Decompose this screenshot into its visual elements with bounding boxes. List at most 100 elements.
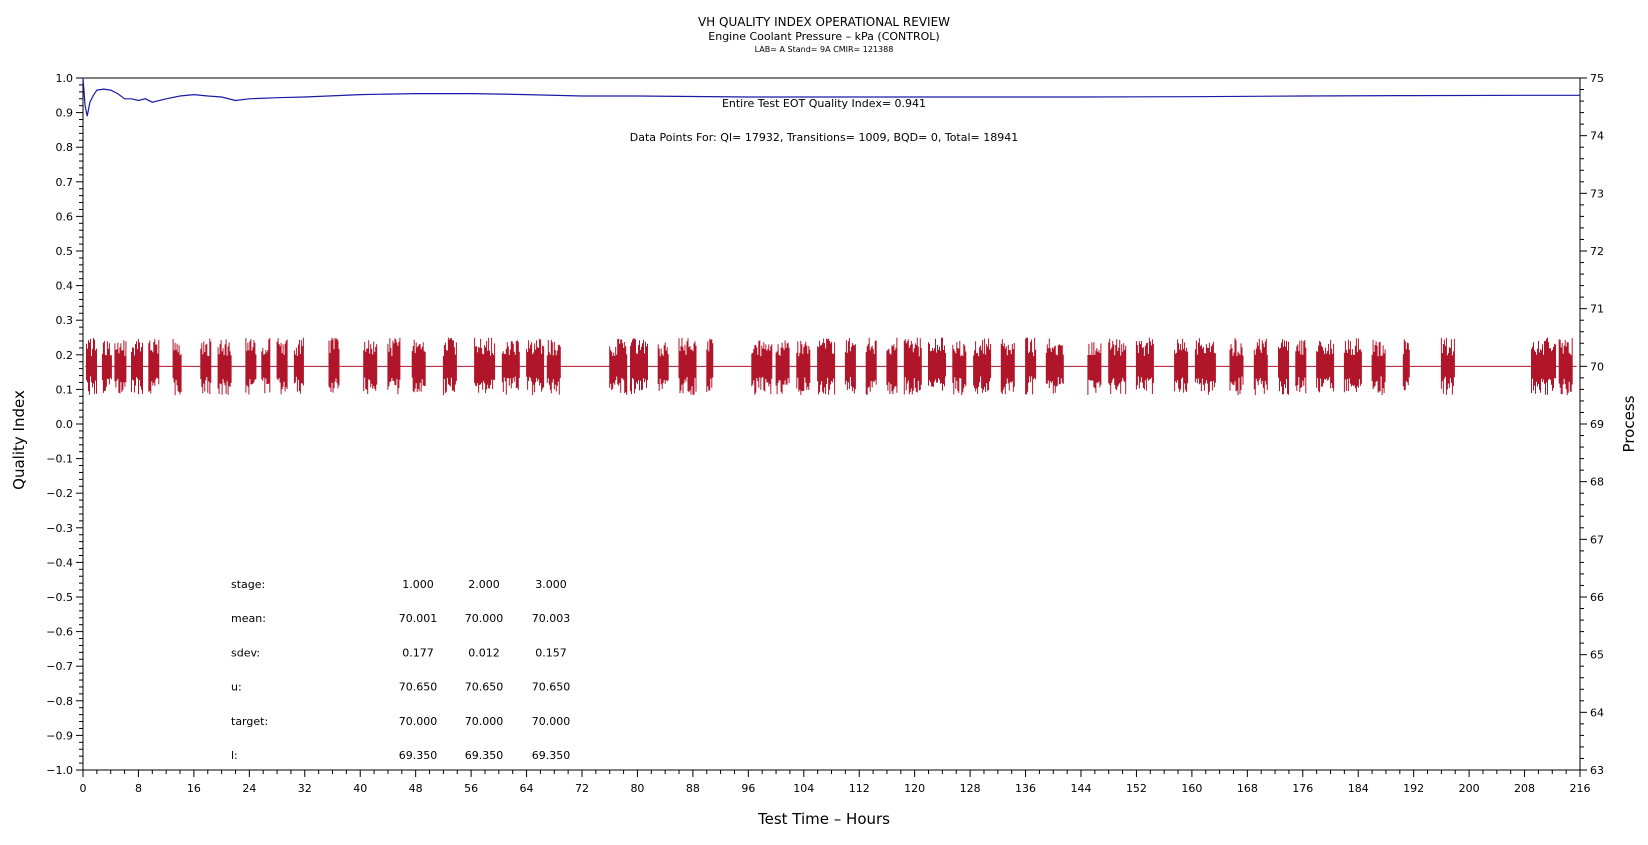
process-burst (865, 337, 877, 395)
process-series (86, 337, 1573, 396)
process-burst (1087, 342, 1102, 395)
stats-table: stage: 1.000 2.000 3.000 mean: 70.001 70.000 70… (231, 578, 570, 762)
qi-annotation: Entire Test EOT Quality Index= 0.941 (722, 97, 926, 110)
y-tick-label: −0.4 (46, 556, 73, 569)
process-burst (172, 339, 182, 396)
process-burst (844, 338, 856, 394)
y2-tick-label: 73 (1590, 187, 1604, 200)
x-tick-label: 160 (1181, 782, 1202, 795)
stats-value: 70.650 (532, 681, 571, 694)
process-burst (1194, 338, 1216, 395)
y-tick-label: 0.5 (56, 245, 74, 258)
process-burst (1045, 338, 1064, 394)
y-tick-label: −0.2 (46, 487, 73, 500)
process-burst (1108, 338, 1127, 395)
x-tick-label: 200 (1459, 782, 1480, 795)
x-tick-label: 64 (520, 782, 534, 795)
stats-value: 70.650 (465, 681, 504, 694)
y-tick-label: −0.8 (46, 695, 73, 708)
stats-value: 70.000 (465, 715, 504, 728)
process-burst (1316, 339, 1335, 393)
stats-value: 0.012 (468, 646, 500, 659)
x-tick-label: 208 (1514, 782, 1535, 795)
process-burst (474, 337, 496, 394)
y-tick-label: 0.6 (56, 210, 74, 223)
process-burst (261, 338, 271, 394)
x-tick-label: 32 (298, 782, 312, 795)
y2-tick-label: 72 (1590, 245, 1604, 258)
process-burst (1343, 338, 1362, 393)
process-burst (328, 337, 340, 393)
process-burst (526, 338, 545, 396)
y2-tick-label: 65 (1590, 649, 1604, 662)
x-tick-label: 104 (793, 782, 814, 795)
process-burst (928, 337, 946, 391)
y2-tick-label: 63 (1590, 764, 1604, 777)
x-tick-label: 176 (1292, 782, 1313, 795)
x-tick-label: 16 (187, 782, 201, 795)
x-tick-label: 88 (686, 782, 700, 795)
x-tick-label: 48 (409, 782, 423, 795)
process-burst (411, 339, 426, 393)
y-tick-label: 1.0 (56, 72, 74, 85)
stats-value: 69.350 (465, 749, 504, 762)
y2-tick-label: 70 (1590, 360, 1604, 373)
y-tick-label: 0.1 (56, 383, 74, 396)
stats-row-label: target: (231, 715, 268, 728)
chart-subtitle: Engine Coolant Pressure – kPa (CONTROL) (708, 30, 939, 43)
process-burst (751, 340, 773, 395)
stats-value: 70.650 (399, 681, 438, 694)
stats-value: 0.177 (402, 646, 434, 659)
stats-value: 0.157 (535, 646, 567, 659)
process-burst (200, 338, 212, 395)
y-tick-label: 0.3 (56, 314, 74, 327)
x-tick-label: 168 (1237, 782, 1258, 795)
process-burst (276, 338, 288, 395)
stats-row-label: l: (231, 749, 238, 762)
y-tick-label: −0.9 (46, 729, 73, 742)
process-burst (775, 340, 790, 395)
x-tick-label: 152 (1126, 782, 1147, 795)
stats-value: 1.000 (402, 578, 434, 591)
process-burst (1025, 337, 1037, 395)
process-burst (387, 337, 401, 395)
x-tick-label: 80 (630, 782, 644, 795)
x-tick-label: 40 (353, 782, 367, 795)
x-tick-label: 144 (1071, 782, 1092, 795)
process-burst (546, 339, 561, 395)
data-points-annotation: Data Points For: QI= 17932, Transitions=… (630, 131, 1019, 144)
y-tick-label: −0.3 (46, 522, 73, 535)
y-axis-label: Quality Index (10, 390, 28, 490)
x-tick-label: 128 (960, 782, 981, 795)
x-tick-label: 72 (575, 782, 589, 795)
y2-tick-label: 71 (1590, 303, 1604, 316)
stats-value: 70.003 (532, 612, 571, 625)
process-burst (952, 340, 967, 396)
y-tick-label: 0.8 (56, 141, 74, 154)
x-tick-label: 8 (135, 782, 142, 795)
process-burst (1174, 338, 1189, 393)
quality-index-line (82, 77, 1580, 117)
stats-row-label: stage: (231, 578, 265, 591)
y2-tick-label: 66 (1590, 591, 1604, 604)
process-burst (817, 338, 836, 395)
y-tick-label: 0.0 (56, 418, 74, 431)
process-burst (363, 340, 378, 394)
process-burst (1440, 337, 1455, 395)
process-burst (1295, 340, 1307, 394)
process-burst (630, 338, 648, 395)
stats-value: 69.350 (399, 749, 438, 762)
process-burst (148, 339, 160, 394)
process-burst (886, 337, 898, 395)
process-burst (501, 340, 520, 395)
process-burst (1531, 337, 1556, 395)
x-tick-label: 184 (1348, 782, 1369, 795)
stats-row-label: mean: (231, 612, 266, 625)
process-burst (657, 342, 669, 391)
x-tick-label: 56 (464, 782, 478, 795)
x-tick-label: 24 (242, 782, 256, 795)
y2-tick-label: 75 (1590, 72, 1604, 85)
y-tick-label: −1.0 (46, 764, 73, 777)
stats-row-label: u: (231, 681, 242, 694)
process-burst (1253, 338, 1268, 396)
